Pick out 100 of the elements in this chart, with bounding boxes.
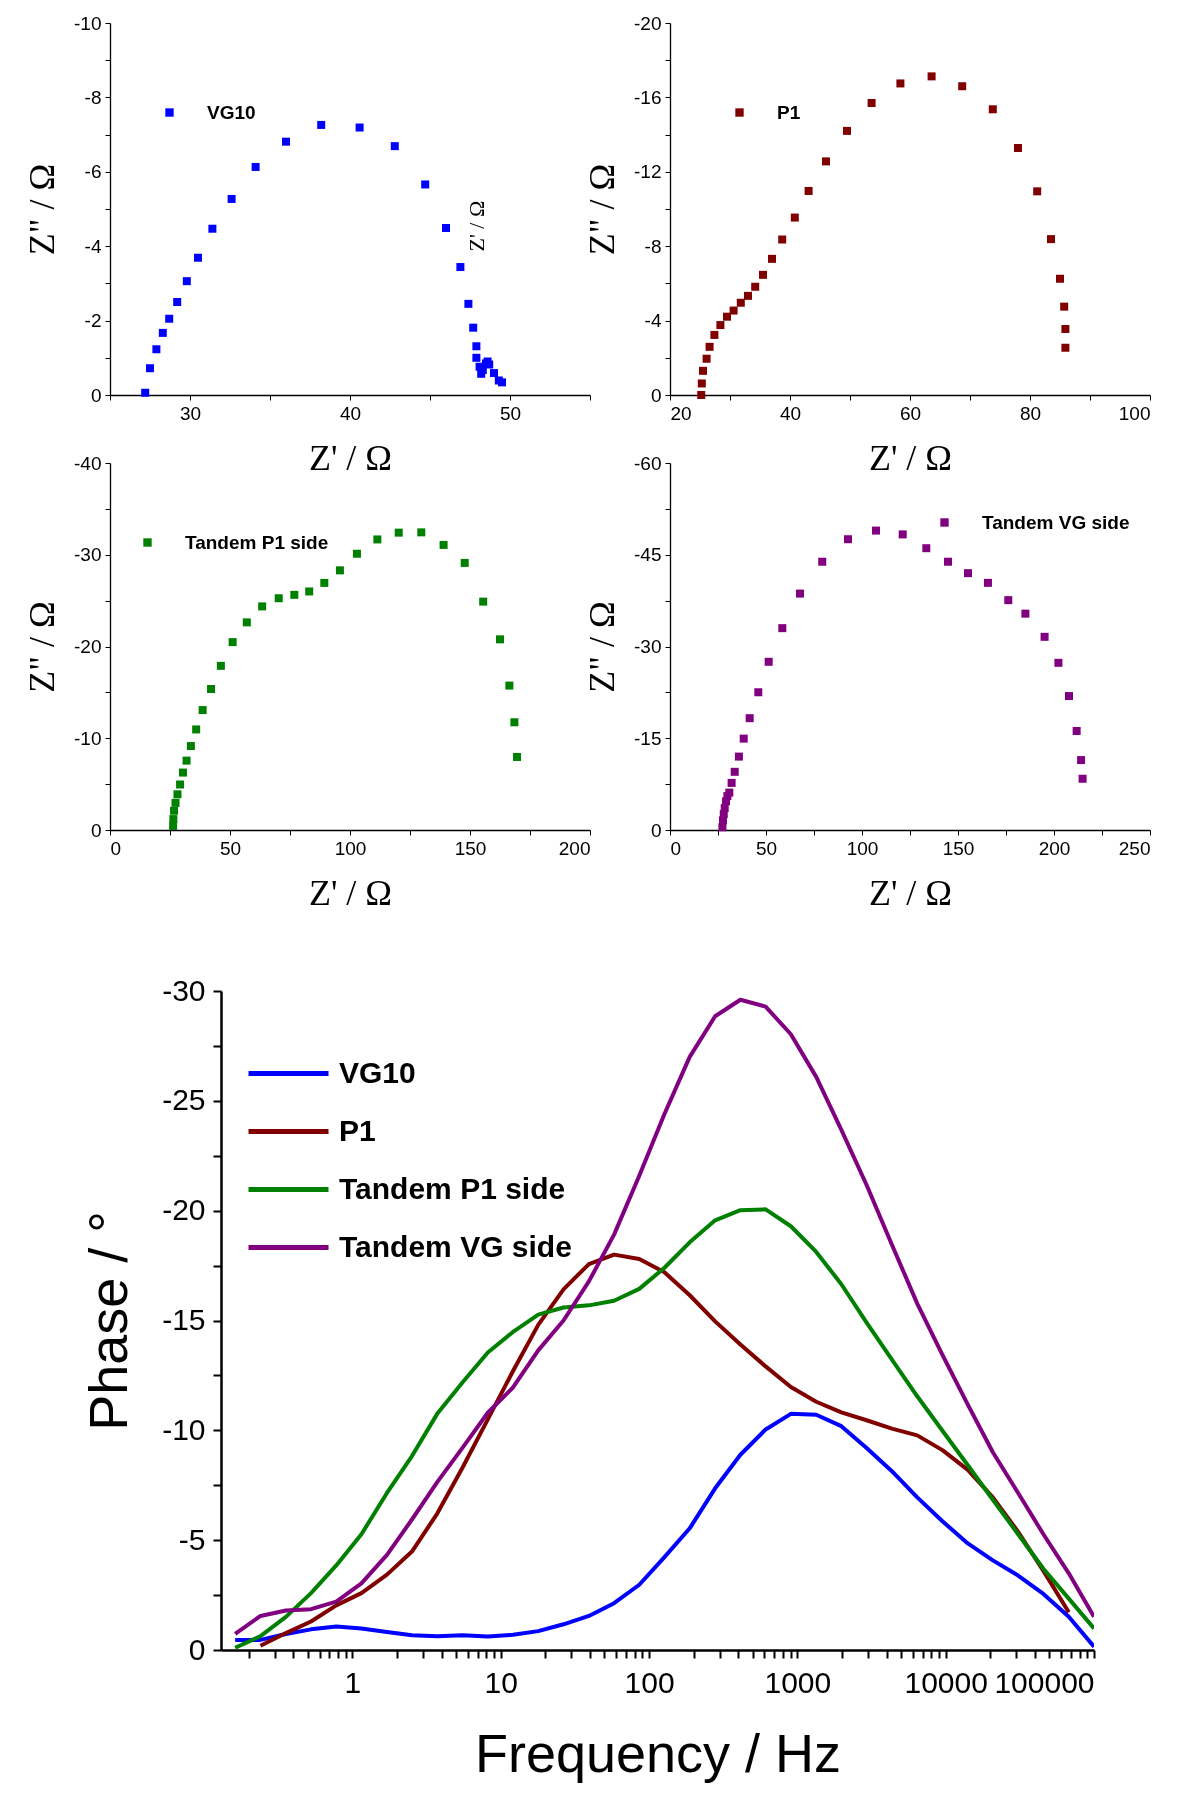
point: [439, 540, 448, 549]
x-tick-label: 50: [499, 402, 522, 424]
x-tick-label: 150: [942, 837, 975, 859]
point: [394, 528, 403, 537]
point: [216, 661, 225, 670]
line-series: [233, 1207, 1094, 1650]
x-tick-label: 60: [899, 402, 922, 424]
x-tick-label: 100000: [994, 1665, 1095, 1699]
point: [208, 224, 217, 233]
point: [355, 123, 364, 132]
y-tick-label: -20: [162, 1193, 206, 1227]
point: [898, 530, 907, 539]
x-axis-title: Z' / Ω: [868, 872, 953, 913]
point: [173, 298, 182, 306]
point: [290, 590, 299, 599]
y-tick-label: -15: [634, 727, 662, 749]
y-tick-label: -8: [644, 235, 662, 257]
x-tick-label: 100: [846, 837, 879, 859]
point: [739, 734, 748, 743]
y-tick-label: -8: [84, 86, 102, 108]
y-tick-label: -10: [162, 1412, 206, 1446]
point: [843, 535, 852, 544]
point: [207, 684, 216, 693]
point: [194, 253, 202, 262]
point: [169, 815, 178, 824]
point: [186, 742, 195, 751]
y-tick-label: -5: [178, 1522, 206, 1556]
y-tick-label: -4: [644, 310, 662, 332]
point: [983, 578, 992, 587]
line-series: [233, 1411, 1094, 1649]
x-tick-label: 40: [779, 402, 802, 424]
point: [182, 756, 191, 765]
y-tick-label: -16: [634, 86, 662, 108]
x-tick-label: 10: [484, 1665, 518, 1699]
point: [170, 806, 179, 815]
legend-label: Tandem VG side: [982, 511, 1130, 533]
x-tick-label: 100: [334, 837, 367, 859]
point: [192, 725, 201, 734]
y-tick-label: -20: [634, 12, 662, 34]
y-tick-label: -4: [84, 235, 102, 257]
x-tick-label: 200: [1038, 837, 1071, 859]
y-tick-label: -15: [162, 1303, 206, 1336]
x-axis-title: Z' / Ω: [308, 437, 393, 478]
point: [510, 718, 519, 727]
y-tick-label: -30: [162, 973, 206, 1007]
point: [727, 778, 736, 787]
x-tick-label: 50: [219, 837, 242, 859]
y-tick-label: 0: [650, 384, 662, 406]
x-tick-label: 10000: [904, 1665, 988, 1699]
point: [421, 180, 430, 189]
point: [1040, 632, 1049, 641]
x-tick-label: 100: [1118, 402, 1151, 424]
y-tick-label: -30: [634, 636, 662, 657]
point: [745, 714, 754, 723]
point: [795, 589, 804, 598]
point: [158, 328, 167, 337]
point: [442, 223, 450, 232]
point: [818, 557, 827, 566]
point: [472, 342, 481, 351]
y-tick-label: -10: [74, 727, 102, 749]
point: [1054, 658, 1063, 667]
point: [460, 558, 469, 567]
y-axis-title: Z" / Ω: [582, 601, 623, 693]
x-tick-label: 0: [670, 837, 682, 859]
y-tick-label: -20: [74, 636, 102, 657]
point: [320, 578, 329, 587]
point: [778, 624, 787, 633]
point: [258, 602, 267, 611]
point: [1078, 774, 1087, 783]
y-tick-label: -10: [74, 12, 102, 34]
x-axis-title: Z' / Ω: [308, 872, 393, 913]
point: [479, 597, 488, 606]
point: [242, 618, 251, 627]
x-tick-label: 30: [179, 402, 202, 424]
y-tick-label: -12: [634, 161, 662, 183]
point: [1021, 609, 1030, 618]
legend-label: VG10: [207, 101, 256, 123]
x-tick-label: 150: [454, 837, 487, 859]
point: [490, 369, 498, 378]
annotation: Z' / Ω: [464, 200, 490, 252]
y-axis-title: Phase / °: [78, 1211, 139, 1431]
x-tick-label: 40: [339, 402, 362, 424]
point: [390, 142, 399, 151]
y-axis-title: Z" / Ω: [22, 163, 63, 256]
point: [513, 752, 522, 761]
point: [872, 526, 881, 535]
y-tick-label: 0: [90, 384, 102, 406]
point: [472, 353, 481, 362]
point: [1077, 756, 1086, 765]
line-series: [233, 997, 1094, 1636]
x-tick-label: 250: [1118, 837, 1151, 859]
y-tick-label: 0: [650, 819, 662, 841]
point: [178, 768, 187, 777]
point: [754, 688, 763, 697]
legend-label: Tandem P1 side: [185, 531, 329, 553]
y-tick-label: -2: [84, 310, 102, 332]
x-tick-label: 200: [558, 837, 591, 859]
x-tick-label: 80: [1019, 402, 1042, 424]
x-tick-label: 1000: [764, 1665, 832, 1699]
point: [352, 549, 361, 558]
